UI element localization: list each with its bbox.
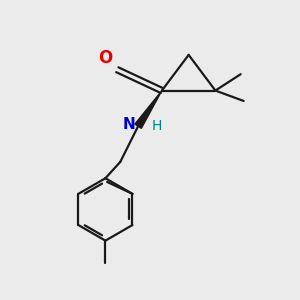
Text: O: O (99, 49, 113, 67)
Text: H: H (152, 119, 162, 133)
Polygon shape (135, 91, 162, 128)
Text: N: N (122, 117, 135, 132)
